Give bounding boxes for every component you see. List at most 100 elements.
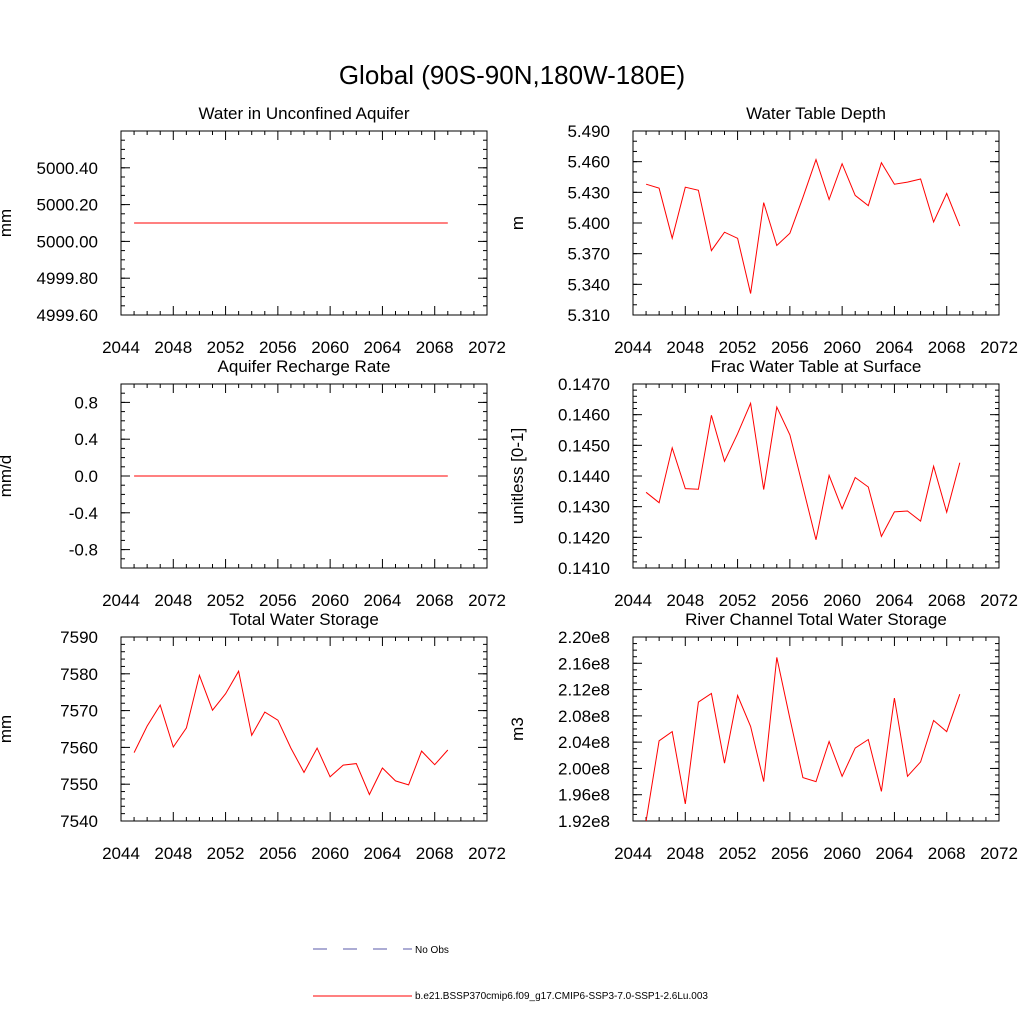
x-tick-label: 2068: [416, 591, 454, 610]
y-tick-label: 5000.00: [37, 232, 98, 251]
x-tick-label: 2068: [928, 844, 966, 863]
x-tick-label: 2048: [154, 844, 192, 863]
x-tick-label: 2044: [102, 338, 140, 357]
chart-title: Total Water Storage: [229, 610, 379, 629]
x-tick-label: 2064: [876, 338, 914, 357]
x-tick-label: 2044: [614, 338, 652, 357]
chart-panel: Frac Water Table at Surface unitless [0-1…: [508, 357, 1018, 610]
y-tick-label: 1.92e8: [558, 812, 610, 831]
x-tick-label: 2044: [102, 844, 140, 863]
y-tick-label: 0.1470: [558, 375, 610, 394]
x-tick-label: 2072: [468, 591, 506, 610]
y-tick-label: 2.12e8: [558, 681, 610, 700]
series-line: [645, 401, 961, 540]
y-tick-label: 2.00e8: [558, 759, 610, 778]
x-tick-label: 2048: [666, 591, 704, 610]
x-tick-label: 2048: [666, 338, 704, 357]
x-tick-label: 2068: [416, 844, 454, 863]
legend-obs-label: No Obs: [415, 945, 449, 956]
y-tick-label: 5.430: [567, 183, 610, 202]
x-tick-label: 2060: [823, 591, 861, 610]
x-tick-label: 2056: [771, 591, 809, 610]
x-tick-label: 2060: [311, 338, 349, 357]
y-axis-label: m3: [508, 717, 527, 741]
x-tick-label: 2056: [771, 338, 809, 357]
x-tick-label: 2060: [311, 844, 349, 863]
y-tick-label: 7560: [60, 738, 98, 757]
x-tick-label: 2060: [823, 844, 861, 863]
chart-panel: Water Table Depth m 2044 2048 2052 2056 2060 20…: [508, 104, 1018, 357]
x-tick-label: 2072: [980, 844, 1018, 863]
y-tick-label: 7550: [60, 775, 98, 794]
chart-panel: Total Water Storage mm 2044 2048 2052 2056 206…: [0, 610, 506, 863]
x-tick-label: 2060: [311, 591, 349, 610]
x-tick-label: 2048: [154, 338, 192, 357]
series-line: [645, 158, 961, 294]
y-tick-label: -0.4: [69, 504, 98, 523]
x-tick-label: 2052: [207, 844, 245, 863]
x-tick-label: 2048: [666, 844, 704, 863]
y-tick-label: 7540: [60, 812, 98, 831]
y-tick-label: 5.490: [567, 122, 610, 141]
legend-model-label: b.e21.BSSP370cmip6.f09_g17.CMIP6-SSP3-7.…: [415, 991, 708, 1002]
x-tick-label: 2044: [614, 844, 652, 863]
x-tick-label: 2068: [928, 591, 966, 610]
x-tick-label: 2056: [259, 591, 297, 610]
figure-title: Global (90S-90N,180W-180E): [339, 60, 685, 90]
y-tick-label: 2.04e8: [558, 733, 610, 752]
y-tick-label: 5000.20: [37, 196, 98, 215]
x-tick-label: 2072: [468, 844, 506, 863]
y-tick-label: 5.460: [567, 153, 610, 172]
y-tick-label: 0.1420: [558, 528, 610, 547]
x-tick-label: 2056: [771, 844, 809, 863]
x-tick-label: 2072: [980, 591, 1018, 610]
y-tick-label: 2.20e8: [558, 628, 610, 647]
y-tick-label: 2.16e8: [558, 654, 610, 673]
y-tick-label: 0.1440: [558, 467, 610, 486]
x-tick-label: 2064: [876, 844, 914, 863]
chart-title: River Channel Total Water Storage: [685, 610, 947, 629]
chart-title: Water in Unconfined Aquifer: [198, 104, 409, 123]
y-tick-label: 4999.60: [37, 306, 98, 325]
y-tick-label: 0.1410: [558, 559, 610, 578]
y-axis-label: unitless [0-1]: [508, 428, 527, 524]
y-tick-label: 7570: [60, 702, 98, 721]
x-tick-label: 2064: [876, 591, 914, 610]
y-tick-label: 5.400: [567, 214, 610, 233]
panels: Water in Unconfined Aquifer mm 2044 2048 205…: [0, 104, 1018, 863]
y-tick-label: 0.4: [74, 430, 98, 449]
x-tick-label: 2072: [980, 338, 1018, 357]
y-axis-label: mm/d: [0, 455, 15, 498]
x-tick-label: 2064: [364, 591, 402, 610]
x-tick-label: 2068: [416, 338, 454, 357]
y-tick-label: 0.1450: [558, 436, 610, 455]
y-tick-label: 4999.80: [37, 269, 98, 288]
x-tick-label: 2068: [928, 338, 966, 357]
y-tick-label: 0.8: [74, 393, 98, 412]
y-axis-label: m: [508, 216, 527, 230]
y-tick-label: 7590: [60, 628, 98, 647]
y-axis-label: mm: [0, 209, 15, 237]
series-line: [133, 669, 449, 796]
chart-title: Frac Water Table at Surface: [711, 357, 922, 376]
chart-title: Water Table Depth: [746, 104, 886, 123]
chart-panel: River Channel Total Water Storage m3 2044 2…: [508, 610, 1018, 863]
x-tick-label: 2052: [719, 338, 757, 357]
x-tick-label: 2072: [468, 338, 506, 357]
y-tick-label: 5.370: [567, 245, 610, 264]
y-tick-label: 5.340: [567, 275, 610, 294]
x-tick-label: 2060: [823, 338, 861, 357]
chart-panel: Aquifer Recharge Rate mm/d 2044 2048 2052 205…: [0, 357, 506, 610]
x-tick-label: 2064: [364, 338, 402, 357]
y-tick-label: -0.8: [69, 541, 98, 560]
y-tick-label: 0.0: [74, 467, 98, 486]
x-tick-label: 2048: [154, 591, 192, 610]
x-tick-label: 2044: [102, 591, 140, 610]
x-tick-label: 2044: [614, 591, 652, 610]
x-tick-label: 2052: [207, 591, 245, 610]
x-tick-label: 2056: [259, 844, 297, 863]
x-tick-label: 2052: [719, 844, 757, 863]
legend: No Obs b.e21.BSSP370cmip6.f09_g17.CMIP6-…: [313, 945, 708, 1002]
